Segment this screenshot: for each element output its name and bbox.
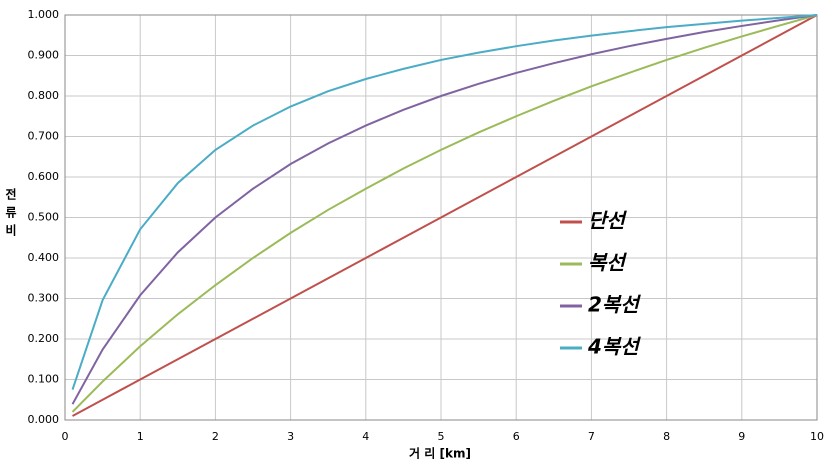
x-tick-label: 0 xyxy=(62,430,69,443)
y-tick-label: 0.200 xyxy=(28,332,60,345)
y-tick-label: 0.000 xyxy=(28,413,60,426)
y-axis-label: 전류비 xyxy=(4,187,18,242)
y-tick-label: 0.800 xyxy=(28,89,60,102)
y-tick-label: 0.500 xyxy=(28,211,60,224)
x-tick-label: 1 xyxy=(137,430,144,443)
x-tick-label: 6 xyxy=(513,430,520,443)
x-tick-label: 9 xyxy=(738,430,745,443)
legend-label: 복선 xyxy=(588,251,627,275)
y-tick-label: 0.900 xyxy=(28,49,60,62)
legend-label: 단선 xyxy=(588,209,627,233)
x-axis-label: 거 리 [km] xyxy=(409,446,471,461)
series-line xyxy=(71,14,818,413)
y-tick-label: 0.700 xyxy=(28,130,60,143)
legend-label: 4복선 xyxy=(587,335,641,359)
x-tick-label: 7 xyxy=(588,430,595,443)
y-tick-label: 0.600 xyxy=(28,170,60,183)
y-tick-label: 0.300 xyxy=(28,292,60,305)
plot-frame xyxy=(64,14,818,421)
y-tick-label: 0.100 xyxy=(28,373,60,386)
x-tick-label: 4 xyxy=(362,430,369,443)
series-line xyxy=(71,14,818,405)
x-tick-label: 8 xyxy=(663,430,670,443)
x-tick-label: 10 xyxy=(810,430,824,443)
x-tick-label: 3 xyxy=(287,430,294,443)
x-tick-label: 5 xyxy=(438,430,445,443)
series-line xyxy=(72,14,818,417)
series-line xyxy=(71,14,818,390)
y-tick-label: 1.000 xyxy=(28,8,60,21)
legend-label: 2복선 xyxy=(588,293,641,317)
y-tick-label: 0.400 xyxy=(28,251,60,264)
x-tick-label: 2 xyxy=(212,430,219,443)
